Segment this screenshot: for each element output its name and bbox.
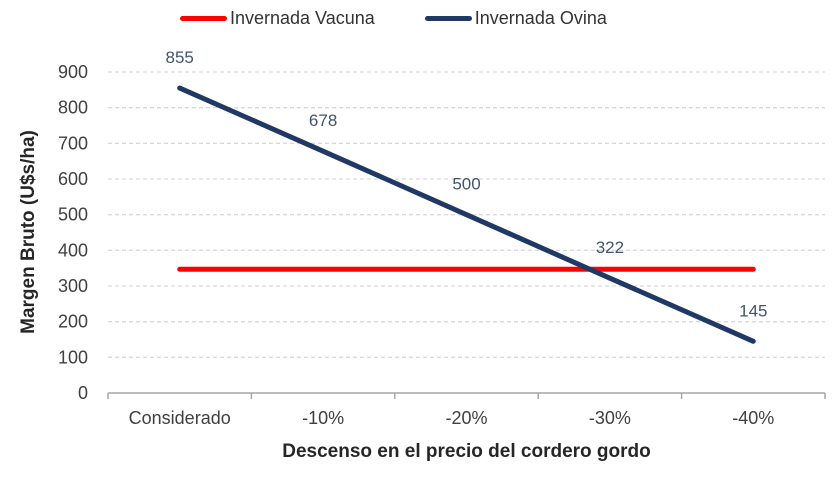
series-line-invernada-ovina — [177, 85, 756, 344]
legend-label-ovina: Invernada Ovina — [474, 8, 607, 28]
y-tick-label: 900 — [58, 62, 88, 82]
legend-item-invernada-vacuna: Invernada Vacuna — [180, 8, 375, 29]
y-tick-label: 600 — [58, 169, 88, 189]
y-tick-label: 200 — [58, 312, 88, 332]
x-tick-label: -30% — [589, 408, 631, 428]
legend-item-invernada-ovina: Invernada Ovina — [424, 8, 607, 29]
x-tick-label: -20% — [445, 408, 487, 428]
data-label: 500 — [452, 175, 480, 194]
legend-swatch-ovina-icon — [424, 16, 472, 21]
y-tick-label: 700 — [58, 133, 88, 153]
legend-label-vacuna: Invernada Vacuna — [230, 8, 375, 28]
y-tick-label: 100 — [58, 347, 88, 367]
legend-swatch-vacuna-icon — [180, 16, 227, 21]
x-tick-label: Considerado — [129, 408, 231, 428]
y-axis-title: Margen Bruto (U$s/ha) — [18, 130, 39, 334]
y-tick-label: 0 — [78, 383, 88, 403]
x-tick-label: -40% — [732, 408, 774, 428]
y-tick-label: 300 — [58, 276, 88, 296]
legend: Invernada Vacuna Invernada Ovina — [180, 8, 607, 29]
data-label: 678 — [309, 111, 337, 130]
x-tick-label: -10% — [302, 408, 344, 428]
data-label: 322 — [596, 238, 624, 257]
data-label: 855 — [166, 48, 194, 67]
y-tick-label: 500 — [58, 205, 88, 225]
x-axis-title: Descenso en el precio del cordero gordo — [282, 441, 651, 462]
data-label: 145 — [739, 301, 767, 320]
y-tick-label: 400 — [58, 240, 88, 260]
y-tick-label: 800 — [58, 98, 88, 118]
